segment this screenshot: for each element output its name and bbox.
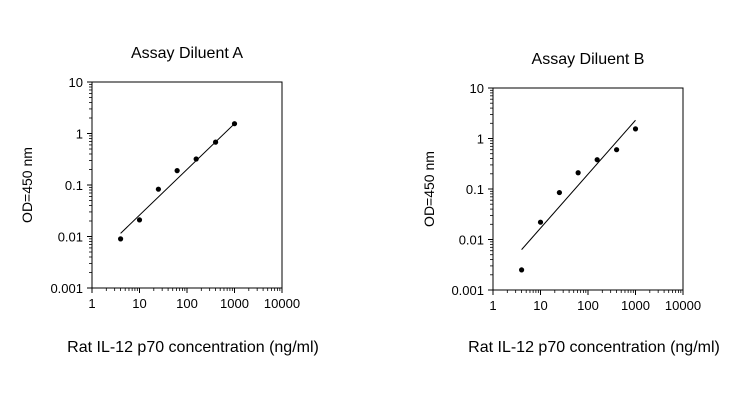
y-tick-label: 0.01 — [459, 233, 484, 248]
plot-frame — [492, 87, 684, 291]
x-axis-label: Rat IL-12 p70 concentration (ng/ml) — [67, 339, 319, 356]
data-point — [174, 168, 180, 174]
data-point — [632, 126, 639, 132]
data-point — [155, 186, 162, 192]
x-tick-label: 1 — [88, 296, 95, 311]
data-point — [136, 217, 143, 223]
x-tick-label: 1000 — [220, 296, 249, 311]
x-tick-label: 10 — [533, 298, 547, 313]
x-tick-label: 10000 — [665, 298, 701, 313]
x-axis-label: Rat IL-12 p70 concentration (ng/ml) — [468, 339, 720, 356]
y-axis-label: OD=450 nm — [421, 151, 437, 227]
y-tick-label: 10 — [470, 81, 484, 96]
data-point — [537, 219, 544, 225]
y-tick-label: 0.1 — [466, 182, 484, 197]
data-point — [594, 157, 600, 163]
plot-frame — [91, 81, 283, 289]
x-tick-label: 100 — [176, 296, 198, 311]
chart-panel-1: Assay Diluent A 1 10 100 1000 10000 0.001 0.01 0… — [19, 45, 319, 356]
y-tick-label: 10 — [69, 75, 83, 90]
x-tick-label: 1000 — [621, 298, 650, 313]
y-tick-label: 1 — [76, 127, 83, 142]
data-point — [193, 156, 199, 162]
data-point — [212, 139, 219, 145]
y-tick-label: 0.01 — [58, 230, 83, 245]
chart-title: Assay Diluent A — [131, 45, 243, 62]
data-point — [117, 236, 124, 242]
fit-line — [120, 123, 235, 234]
y-tick-label: 0.001 — [451, 283, 484, 298]
x-tick-label: 1 — [489, 298, 496, 313]
fit-line — [521, 119, 636, 250]
y-tick-label: 0.1 — [65, 178, 83, 193]
y-axis-label: OD=450 nm — [19, 147, 35, 223]
chart-title: Assay Diluent B — [532, 51, 645, 68]
x-tick-label: 100 — [577, 298, 599, 313]
x-tick-label: 10000 — [264, 296, 300, 311]
data-point — [231, 121, 238, 127]
y-tick-label: 0.001 — [50, 281, 83, 296]
data-point — [556, 189, 563, 196]
data-point — [575, 170, 581, 176]
chart-panel-2: Assay Diluent B 1 10 100 1000 10000 0.001 0.01 0… — [421, 51, 720, 356]
data-point — [518, 267, 525, 273]
x-tick-label: 10 — [132, 296, 146, 311]
data-point — [613, 147, 620, 153]
y-tick-label: 1 — [477, 132, 484, 147]
